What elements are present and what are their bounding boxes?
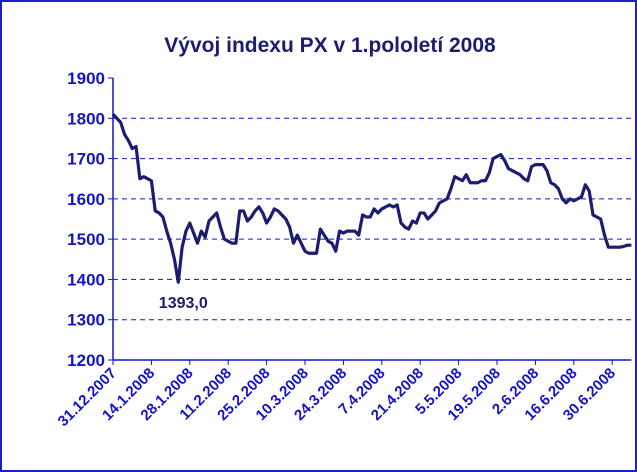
y-tick-label: 1500 (67, 230, 105, 249)
y-tick-label: 1900 (67, 69, 105, 88)
line-series (111, 113, 632, 284)
chart-title: Vývoj indexu PX v 1.pololetí 2008 (164, 34, 496, 57)
y-tick-label: 1600 (67, 190, 105, 209)
y-tick-label: 1200 (67, 351, 105, 370)
y-tick-label: 1700 (67, 150, 105, 169)
data-label: 1393,0 (159, 295, 208, 312)
y-tick-label: 1400 (67, 270, 105, 289)
y-tick-label: 1800 (67, 109, 105, 128)
y-tick-label: 1300 (67, 311, 105, 330)
